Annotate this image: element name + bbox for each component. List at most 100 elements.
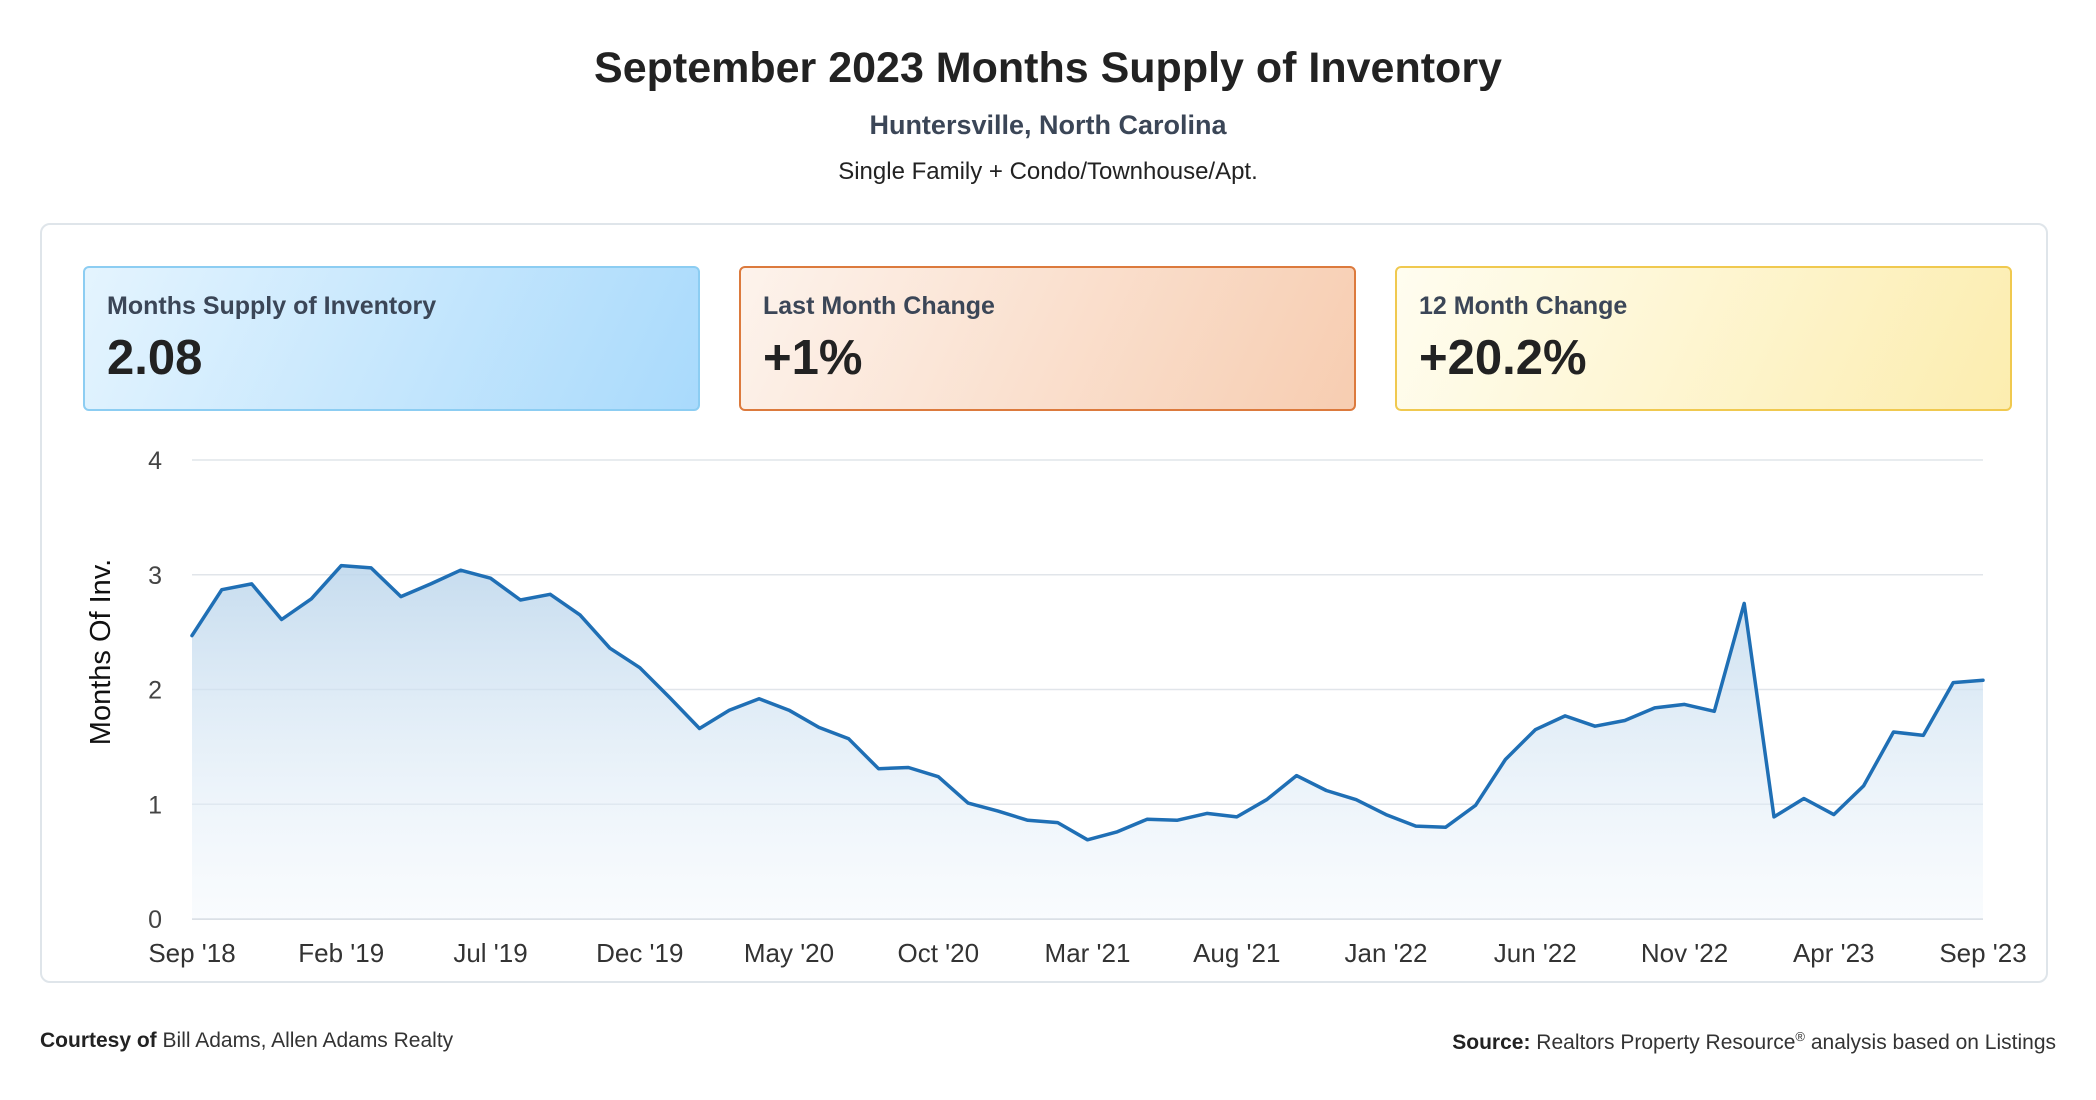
data-point <box>1294 774 1298 778</box>
x-tick-label: Jul '19 <box>453 938 527 968</box>
data-point <box>727 708 731 712</box>
data-point <box>668 696 672 700</box>
x-tick-label: Oct '20 <box>897 938 979 968</box>
data-point <box>757 697 761 701</box>
data-point <box>1742 601 1746 605</box>
data-point <box>429 582 433 586</box>
page-title: September 2023 Months Supply of Inventor… <box>594 44 1502 92</box>
data-point <box>1026 818 1030 822</box>
property-types-caption: Single Family + Condo/Townhouse/Apt. <box>838 158 1258 185</box>
stat-card-months-supply: Months Supply of Inventory 2.08 <box>83 266 700 411</box>
data-point <box>1503 757 1507 761</box>
source-suffix: analysis based on Listings <box>1810 1031 2056 1054</box>
data-point <box>1115 830 1119 834</box>
x-tick-label: Sep '23 <box>1939 938 2026 968</box>
data-point <box>1832 813 1836 817</box>
data-point <box>1862 784 1866 788</box>
data-point <box>518 598 522 602</box>
y-tick-label: 3 <box>148 562 162 590</box>
x-tick-label: Nov '22 <box>1641 938 1728 968</box>
data-point <box>1653 706 1657 710</box>
y-tick-label: 0 <box>148 906 162 934</box>
data-point <box>1384 813 1388 817</box>
data-point <box>489 576 493 580</box>
source-name: Realtors Property Resource <box>1536 1031 1796 1054</box>
stat-card-12-month-change: 12 Month Change +20.2% <box>1395 266 2012 411</box>
data-point <box>1444 825 1448 829</box>
data-point <box>1623 718 1627 722</box>
x-tick-label: Dec '19 <box>596 938 683 968</box>
x-tick-label: Mar '21 <box>1045 938 1131 968</box>
stat-label: Last Month Change <box>763 292 995 320</box>
x-tick-label: May '20 <box>744 938 834 968</box>
registered-mark: ® <box>1795 1029 1805 1044</box>
data-point <box>399 595 403 599</box>
data-point <box>1235 815 1239 819</box>
y-axis-label: Months Of Inv. <box>85 559 117 745</box>
data-point <box>638 666 642 670</box>
x-tick-label: Apr '23 <box>1793 938 1875 968</box>
x-tick-label: Sep '18 <box>148 938 235 968</box>
data-point <box>787 708 791 712</box>
data-point <box>250 582 254 586</box>
source-footer: Source: Realtors Property Resource® anal… <box>1452 1029 2056 1055</box>
data-point <box>1712 709 1716 713</box>
courtesy-name: Bill Adams, Allen Adams Realty <box>162 1029 454 1052</box>
data-point <box>966 801 970 805</box>
source-prefix: Source: <box>1452 1031 1531 1054</box>
y-tick-label: 2 <box>148 677 162 705</box>
stat-label: Months Supply of Inventory <box>107 292 437 320</box>
data-point <box>578 613 582 617</box>
data-point <box>1921 733 1925 737</box>
area-layer <box>190 563 1985 919</box>
stat-value: +20.2% <box>1419 331 1587 385</box>
data-point <box>339 564 343 568</box>
data-point <box>1086 838 1090 842</box>
area-fill <box>192 565 1983 919</box>
data-point <box>1205 811 1209 815</box>
data-point <box>190 634 194 638</box>
data-point <box>847 737 851 741</box>
y-tick-label: 4 <box>148 447 162 475</box>
location-subtitle: Huntersville, North Carolina <box>869 110 1227 140</box>
data-point <box>1265 798 1269 802</box>
data-point <box>1593 724 1597 728</box>
data-point <box>280 618 284 622</box>
data-point <box>697 727 701 731</box>
stat-card-last-month-change: Last Month Change +1% <box>739 266 1356 411</box>
data-point <box>906 766 910 770</box>
x-tick-label: Aug '21 <box>1193 938 1280 968</box>
data-point <box>1533 728 1537 732</box>
data-point <box>936 775 940 779</box>
stat-label: 12 Month Change <box>1419 292 1628 320</box>
data-point <box>1951 681 1955 685</box>
data-point <box>1324 788 1328 792</box>
stat-value: 2.08 <box>107 331 203 385</box>
y-tick-label: 1 <box>148 791 162 819</box>
data-point <box>817 725 821 729</box>
x-tick-label: Feb '19 <box>298 938 384 968</box>
data-point <box>877 767 881 771</box>
data-point <box>1414 824 1418 828</box>
data-point <box>1802 797 1806 801</box>
data-point <box>1145 817 1149 821</box>
x-tick-labels: Sep '18 Feb '19 Jul '19 Dec '19 May '20 Oct '… <box>148 938 2026 968</box>
data-point <box>1175 818 1179 822</box>
courtesy-footer: Courtesy of Bill Adams, Allen Adams Real… <box>40 1029 453 1053</box>
data-point <box>1474 803 1478 807</box>
y-tick-labels: 0 1 2 3 4 <box>148 447 162 934</box>
stat-value: +1% <box>763 331 863 385</box>
data-point <box>309 597 313 601</box>
data-point <box>996 809 1000 813</box>
data-point <box>1772 815 1776 819</box>
data-point <box>1683 702 1687 706</box>
data-point <box>1891 730 1895 734</box>
x-tick-label: Jan '22 <box>1344 938 1427 968</box>
data-point <box>1354 798 1358 802</box>
series-line <box>190 563 1985 842</box>
x-tick-label: Jun '22 <box>1494 938 1577 968</box>
courtesy-prefix: Courtesy of <box>40 1029 157 1052</box>
data-point <box>1056 821 1060 825</box>
data-point <box>1563 714 1567 718</box>
